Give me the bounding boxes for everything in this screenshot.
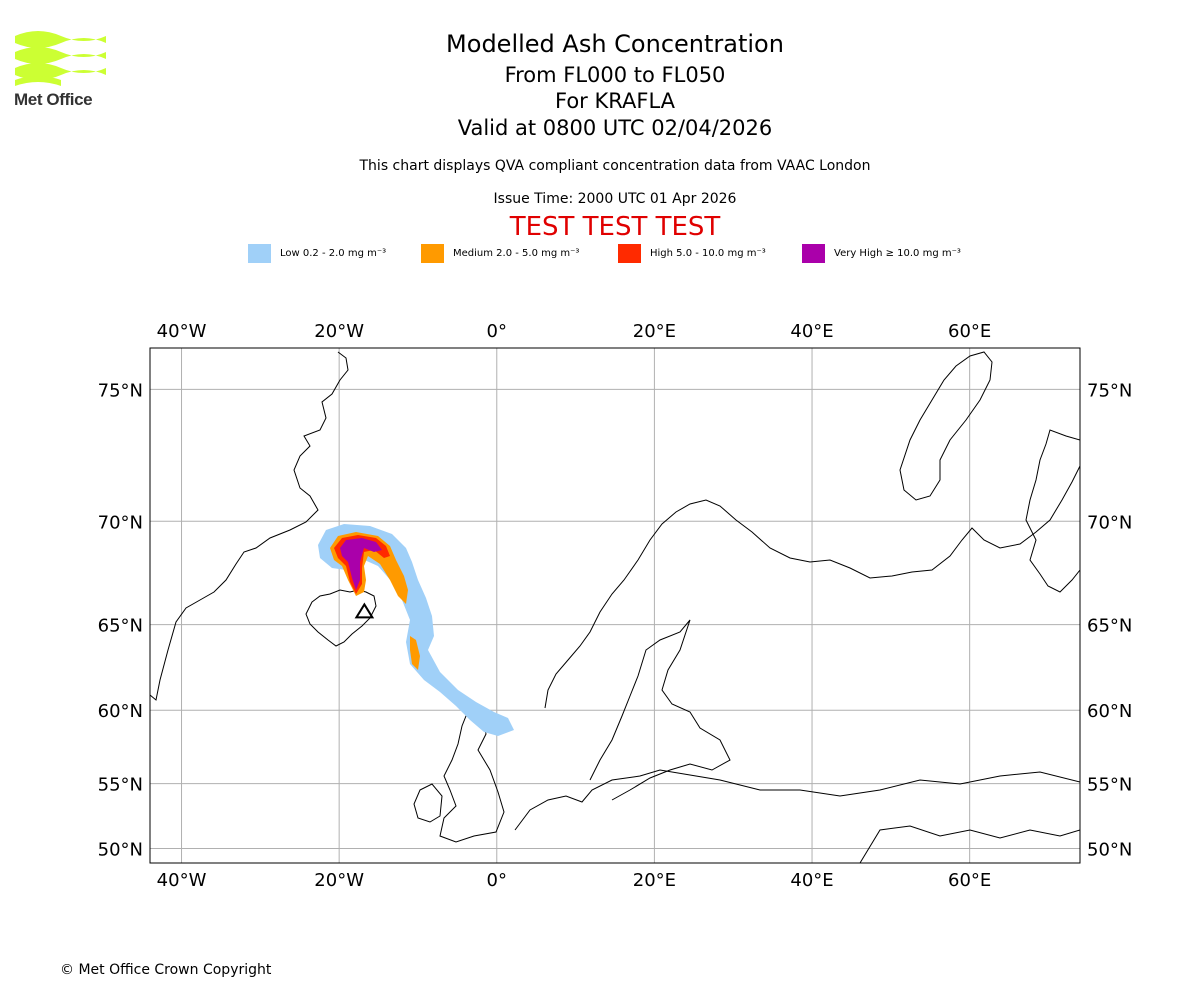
lon-tick-label-bottom: 40°E <box>790 870 833 891</box>
legend-item-high: High 5.0 - 10.0 mg m⁻³ <box>618 244 766 263</box>
legend-label-medium: Medium 2.0 - 5.0 mg m⁻³ <box>453 248 580 259</box>
volcano-triangle <box>354 602 375 619</box>
legend-item-medium: Medium 2.0 - 5.0 mg m⁻³ <box>421 244 579 263</box>
test-banner: TEST TEST TEST <box>509 212 721 242</box>
greenland-coast <box>150 351 349 701</box>
lon-tick-label-bottom: 60°E <box>948 870 991 891</box>
ash-plume <box>318 524 514 736</box>
scandinavia-coast <box>544 465 1080 709</box>
met-office-logo: Met Office <box>14 28 109 112</box>
graticule <box>150 348 1080 863</box>
legend-item-very-high: Very High ≥ 10.0 mg m⁻³ <box>802 244 961 263</box>
met-office-waves-icon <box>15 31 106 86</box>
ash-low <box>318 524 514 736</box>
legend-swatch-low <box>248 244 271 263</box>
novaya-zemlya-coast <box>1025 429 1080 593</box>
lon-tick-label-bottom: 0° <box>487 870 507 891</box>
lat-tick-label-left: 60°N <box>98 701 143 722</box>
lat-tick-label-left: 75°N <box>98 380 143 401</box>
map-frame <box>149 347 1081 864</box>
map-content <box>150 351 1080 863</box>
lon-tick-label-bottom: 40°W <box>157 870 207 891</box>
lon-tick-label-top: 20°W <box>314 321 364 342</box>
ireland-coast <box>413 783 443 823</box>
lon-tick-label-top: 20°E <box>633 321 676 342</box>
legend-label-very-high: Very High ≥ 10.0 mg m⁻³ <box>834 248 961 259</box>
volcano-name: For KRAFLA <box>555 89 675 113</box>
lat-tick-label-right: 75°N <box>1087 380 1132 401</box>
lon-tick-label-bottom: 20°W <box>314 870 364 891</box>
legend-item-low: Low 0.2 - 2.0 mg m⁻³ <box>248 244 386 263</box>
britain-coast <box>439 705 505 843</box>
legend-label-high: High 5.0 - 10.0 mg m⁻³ <box>650 248 766 259</box>
lat-tick-label-right: 50°N <box>1087 839 1132 860</box>
lon-tick-label-top: 40°W <box>157 321 207 342</box>
legend-swatch-very-high <box>802 244 825 263</box>
lat-tick-label-left: 65°N <box>98 616 143 637</box>
volcano-marker-icon <box>354 602 375 619</box>
axis-tick-labels: 40°W 40°W 20°W 20°W 0° 0° 20°E 20°E 40°E 40°E 60°E… <box>98 321 1133 891</box>
ash-very-high <box>340 538 382 590</box>
compliance-note: This chart displays QVA compliant concen… <box>359 158 871 174</box>
coastlines <box>150 351 1080 863</box>
copyright: © Met Office Crown Copyright <box>60 962 272 978</box>
issue-time: Issue Time: 2000 UTC 01 Apr 2026 <box>493 191 737 207</box>
met-office-logo-text: Met Office <box>14 90 93 109</box>
lat-tick-label-right: 65°N <box>1087 616 1132 637</box>
baltic-coast <box>589 619 731 801</box>
lon-tick-label-top: 0° <box>487 321 507 342</box>
chart-title: Modelled Ash Concentration <box>446 30 784 58</box>
svalbard-fj-coast <box>899 351 993 501</box>
lat-tick-label-left: 55°N <box>98 775 143 796</box>
legend-label-low: Low 0.2 - 2.0 mg m⁻³ <box>280 248 387 259</box>
lat-tick-label-left: 70°N <box>98 512 143 533</box>
flight-level-range: From FL000 to FL050 <box>504 63 726 87</box>
lat-tick-label-left: 50°N <box>98 839 143 860</box>
lon-tick-label-top: 40°E <box>790 321 833 342</box>
legend-swatch-high <box>618 244 641 263</box>
north-russia-coast <box>859 825 1080 863</box>
valid-time: Valid at 0800 UTC 02/04/2026 <box>457 116 773 140</box>
ash-medium-patch <box>410 636 420 670</box>
europe-coast <box>514 769 1080 831</box>
lat-tick-label-right: 70°N <box>1087 512 1132 533</box>
lat-tick-label-right: 55°N <box>1087 775 1132 796</box>
lon-tick-label-bottom: 20°E <box>633 870 676 891</box>
lon-tick-label-top: 60°E <box>948 321 991 342</box>
legend-swatch-medium <box>421 244 444 263</box>
lat-tick-label-right: 60°N <box>1087 701 1132 722</box>
